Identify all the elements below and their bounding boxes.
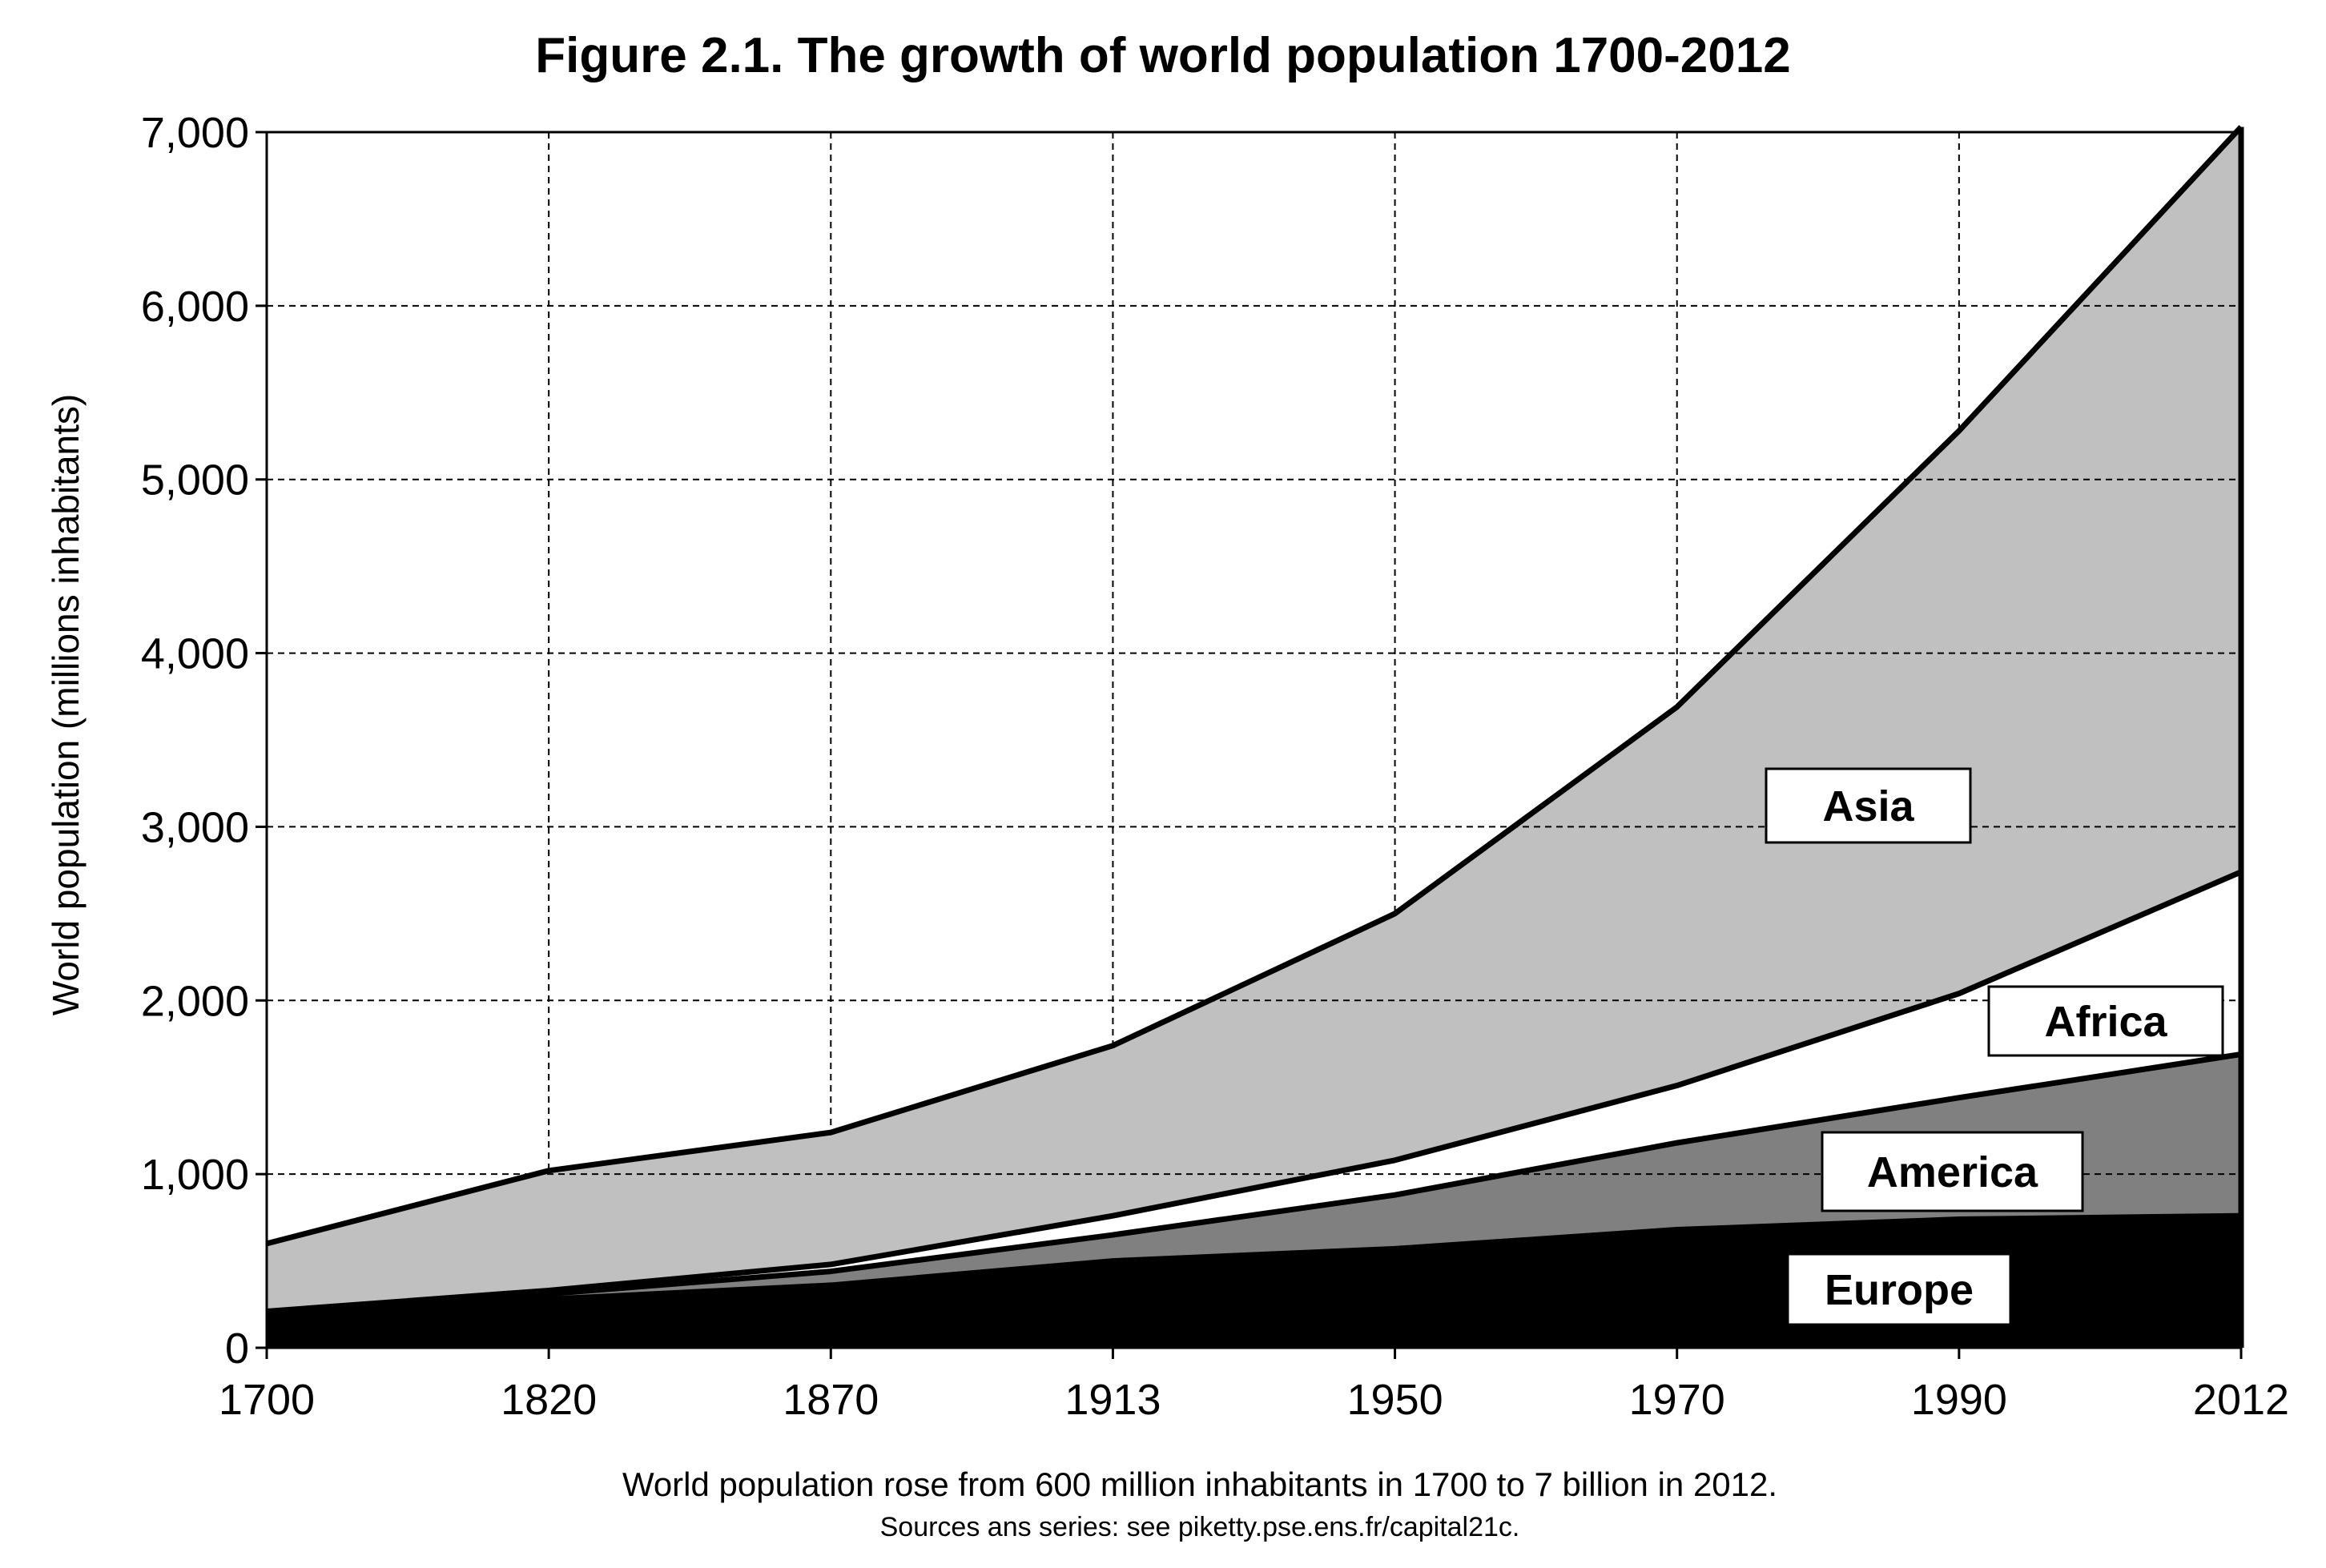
x-tick-label: 1990	[1911, 1376, 2007, 1424]
y-tick-label: 4,000	[141, 630, 249, 678]
plot-frame	[265, 131, 2243, 1349]
area-africa	[267, 871, 2241, 1315]
y-tick-label: 7,000	[141, 109, 249, 157]
region-label-box	[1786, 1252, 2012, 1326]
area-europe	[267, 1216, 2241, 1348]
region-label-text: America	[1867, 1148, 2038, 1196]
boundary-line-america	[266, 1212, 2242, 1321]
area-asia	[267, 127, 2241, 1312]
region-label-asia: Asia	[1765, 767, 1972, 844]
region-label-text: Africa	[2044, 998, 2167, 1046]
y-axis-label: World population (millions inhabitants)	[45, 394, 87, 1015]
y-tick-label: 3,000	[141, 803, 249, 851]
y-tick-label: 1,000	[141, 1151, 249, 1199]
region-label-box	[1821, 1131, 2084, 1212]
y-tick-label: 5,000	[141, 456, 249, 505]
y-tick-label: 0	[225, 1325, 249, 1373]
region-label-text: Europe	[1825, 1266, 1974, 1314]
region-label-box	[1765, 767, 1972, 844]
region-label-text: Asia	[1822, 782, 1914, 830]
x-tick-label: 1700	[219, 1376, 315, 1424]
chart-caption: World population rose from 600 million i…	[622, 1465, 1777, 1503]
region-label-africa: Africa	[1987, 985, 2224, 1057]
boundary-line-asia	[266, 869, 2243, 1314]
chart-title: Figure 2.1. The growth of world populati…	[535, 28, 1790, 83]
region-label-europe: Europe	[1786, 1252, 2012, 1326]
x-tick-label: 1970	[1629, 1376, 1725, 1424]
x-tick-label: 1913	[1064, 1376, 1161, 1424]
region-label-box	[1987, 985, 2224, 1057]
x-tick-label: 1820	[501, 1376, 597, 1424]
x-tick-label: 1870	[783, 1376, 879, 1424]
region-label-america: America	[1821, 1131, 2084, 1212]
region-labels: Europe America Africa Asia	[1765, 767, 2224, 1326]
y-tick-label: 2,000	[141, 977, 249, 1025]
chart-source: Sources ans series: see piketty.pse.ens.…	[880, 1512, 1520, 1542]
x-tick-label: 2012	[2193, 1376, 2289, 1424]
y-axis-ticks: 0 1,000 2,000 3,000 4,000 5,000 6,000 7,000	[141, 109, 267, 1373]
y-tick-label: 6,000	[141, 283, 249, 331]
x-axis-ticks: 1700 1820 1870 1913 1950 1970 1990 2012	[219, 1348, 2289, 1424]
boundary-line-africa	[266, 1051, 2242, 1318]
x-tick-label: 1950	[1347, 1376, 1443, 1424]
series-line-total	[266, 125, 2244, 1247]
